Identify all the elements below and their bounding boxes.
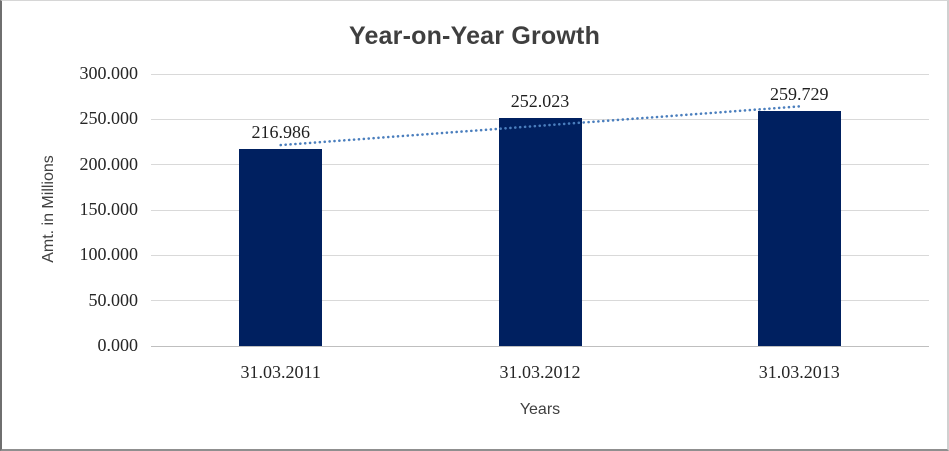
x-tick-label: 31.03.2012 (499, 362, 581, 382)
chart-title: Year-on-Year Growth (348, 22, 601, 50)
x-tick-label: 31.03.2011 (240, 362, 321, 382)
x-axis-title: Years (519, 401, 561, 418)
bar-data-label: 252.023 (510, 90, 570, 111)
plot-area: 216.986 252.023 259.729 (151, 73, 929, 347)
bar-data-label: 259.729 (770, 83, 829, 104)
y-tick-label: 0.000 (97, 335, 139, 355)
gridline (151, 345, 929, 347)
y-tick-label: 150.000 (79, 199, 139, 219)
gridline (151, 73, 929, 75)
y-tick-label: 50.000 (88, 289, 139, 310)
x-tick-label: 31.03.2013 (758, 362, 840, 382)
y-tick-label: 300.000 (79, 63, 139, 83)
bar (498, 117, 582, 346)
bar-data-label: 216.986 (251, 122, 310, 143)
y-tick-label: 100.000 (79, 244, 139, 265)
bar (757, 110, 841, 346)
y-tick-label: 200.000 (79, 153, 139, 174)
bar (239, 149, 323, 346)
y-tick-label: 250.000 (79, 108, 139, 129)
